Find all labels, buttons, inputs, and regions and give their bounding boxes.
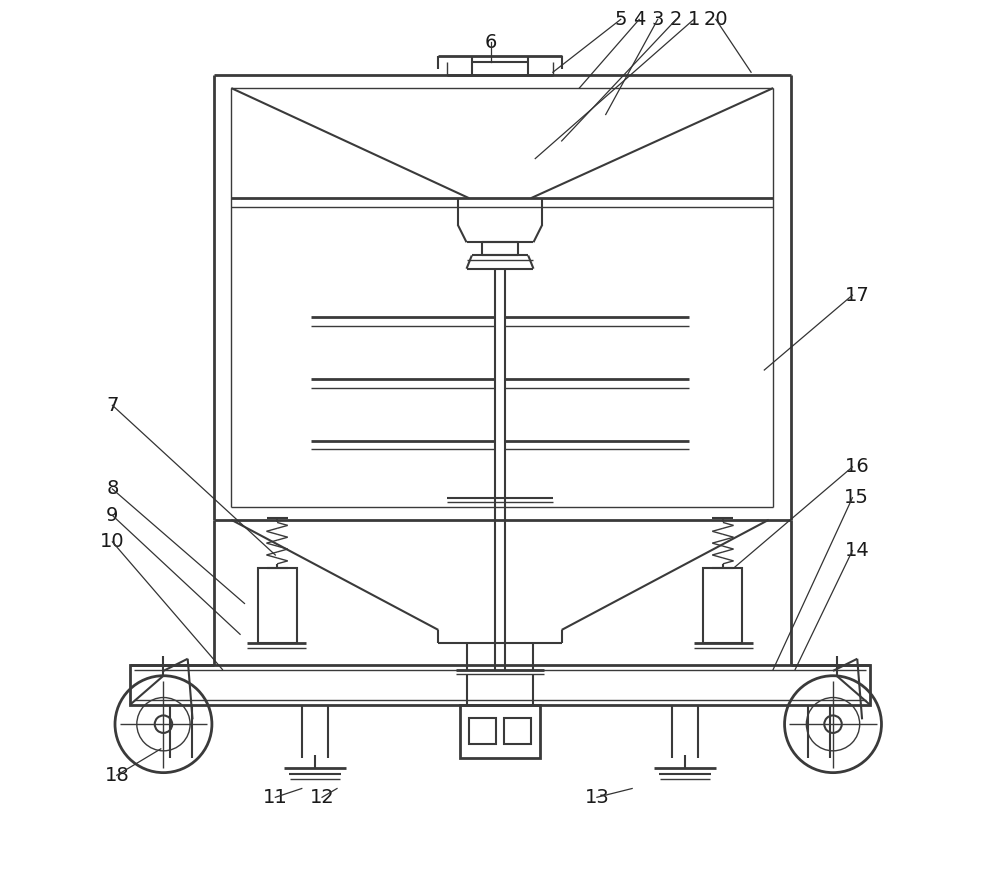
Text: 5: 5 xyxy=(614,10,627,29)
Text: 4: 4 xyxy=(633,10,645,29)
Text: 18: 18 xyxy=(104,766,129,785)
Text: 7: 7 xyxy=(106,396,119,415)
Text: 20: 20 xyxy=(704,10,728,29)
Text: 1: 1 xyxy=(688,10,700,29)
Text: 3: 3 xyxy=(652,10,664,29)
Text: 15: 15 xyxy=(844,488,869,507)
Bar xyxy=(258,568,297,643)
Text: 2: 2 xyxy=(670,10,682,29)
Bar xyxy=(130,665,870,705)
Text: 17: 17 xyxy=(844,285,869,305)
Text: 16: 16 xyxy=(844,457,869,477)
Text: 12: 12 xyxy=(310,788,334,807)
Bar xyxy=(469,718,496,744)
Text: 13: 13 xyxy=(585,788,609,807)
Text: 6: 6 xyxy=(485,33,497,52)
Bar xyxy=(460,705,540,758)
Bar xyxy=(504,718,531,744)
Text: 8: 8 xyxy=(106,479,119,499)
Text: 14: 14 xyxy=(844,541,869,560)
Text: 11: 11 xyxy=(263,788,288,807)
Bar xyxy=(703,568,742,643)
Text: 10: 10 xyxy=(100,532,125,552)
Text: 9: 9 xyxy=(106,506,119,525)
